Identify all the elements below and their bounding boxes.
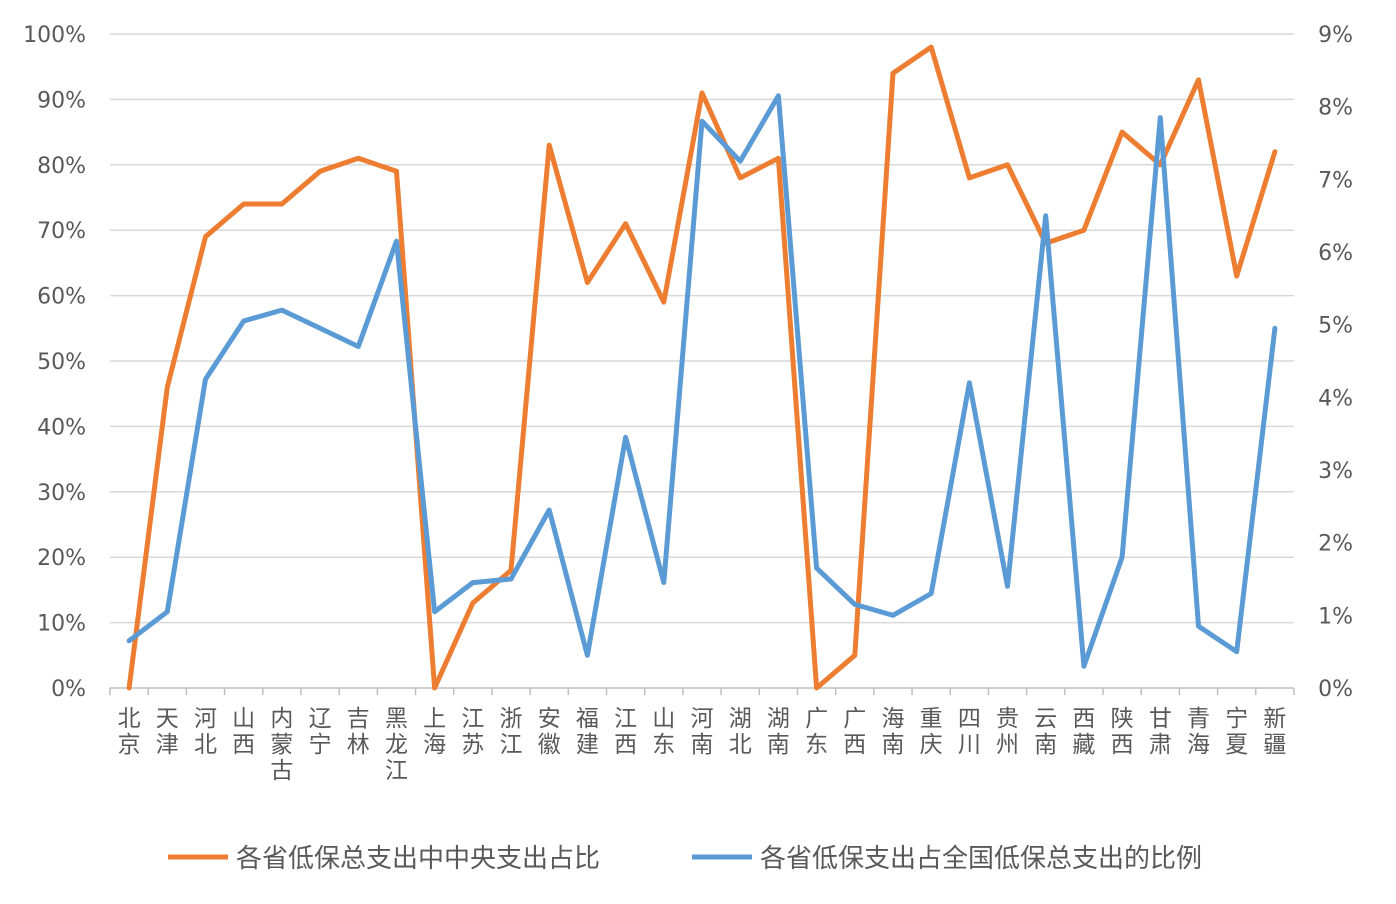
x-tick-label: 湖北 (729, 706, 752, 758)
left-tick-label: 0% (51, 677, 86, 702)
right-y-axis: 0% 1% 2% 3% 4% 5% 6% 7% 8% 9% (1318, 23, 1353, 702)
x-tick-label: 北京 (118, 706, 141, 758)
right-tick-label: 9% (1318, 23, 1353, 48)
right-tick-label: 0% (1318, 677, 1353, 702)
x-tick-label: 吉林 (347, 706, 370, 758)
x-tick-label: 贵州 (996, 706, 1019, 758)
right-tick-label: 4% (1318, 386, 1353, 411)
x-tick-label: 江苏 (461, 706, 484, 758)
right-tick-label: 6% (1318, 241, 1353, 266)
x-tick-label: 甘肃 (1149, 706, 1172, 758)
right-tick-label: 2% (1318, 532, 1353, 557)
left-tick-label: 90% (37, 88, 86, 113)
x-tick-label: 海南 (881, 706, 904, 758)
x-tick-label: 安徽 (538, 706, 561, 758)
x-tick-label: 山西 (232, 706, 255, 758)
left-tick-label: 100% (23, 23, 86, 48)
left-tick-label: 30% (37, 481, 86, 506)
x-tick-label: 新疆 (1263, 706, 1286, 758)
x-tick-label: 重庆 (920, 706, 943, 758)
series-lines (129, 47, 1275, 688)
right-tick-label: 7% (1318, 168, 1353, 193)
x-tick-label: 浙江 (500, 706, 523, 758)
left-tick-label: 60% (37, 285, 86, 310)
left-tick-label: 80% (37, 154, 86, 179)
x-tick-label: 青海 (1187, 706, 1210, 758)
left-tick-label: 20% (37, 546, 86, 571)
x-tick-label: 江西 (614, 706, 637, 758)
left-tick-label: 40% (37, 415, 86, 440)
x-tick-label: 西藏 (1072, 706, 1095, 758)
x-tick-label: 四川 (958, 706, 981, 758)
x-tick-label: 河南 (691, 706, 714, 758)
legend-label-series-2: 各省低保支出占全国低保总支出的比例 (760, 844, 1202, 874)
legend-label-series-1: 各省低保总支出中中央支出占比 (236, 844, 600, 874)
x-tick-label: 陕西 (1111, 706, 1134, 758)
x-tick-label: 山东 (652, 706, 675, 758)
x-tick-label: 辽宁 (309, 706, 332, 758)
x-tick-label: 内蒙古 (270, 706, 293, 784)
x-tick-label: 黑龙江 (385, 706, 408, 784)
x-tick-label: 湖南 (767, 706, 790, 758)
legend: 各省低保总支出中中央支出占比 各省低保支出占全国低保总支出的比例 (168, 844, 1202, 874)
x-tick-label: 云南 (1034, 706, 1057, 758)
x-tick-label: 天津 (156, 706, 179, 758)
right-tick-label: 3% (1318, 459, 1353, 484)
right-tick-label: 8% (1318, 96, 1353, 121)
left-tick-label: 10% (37, 612, 86, 637)
x-tick-label: 广西 (843, 706, 866, 758)
left-tick-label: 50% (37, 350, 86, 375)
x-tick-label: 福建 (576, 706, 599, 758)
x-tick-label: 广东 (805, 706, 828, 758)
right-tick-label: 5% (1318, 314, 1353, 339)
left-tick-label: 70% (37, 219, 86, 244)
x-tick-label: 河北 (194, 706, 217, 758)
x-tick-label: 宁夏 (1225, 706, 1248, 758)
x-tick-label: 上海 (423, 706, 446, 758)
left-y-axis: 0% 10% 20% 30% 40% 50% 60% 70% 80% 90% 100% (23, 23, 86, 702)
right-tick-label: 1% (1318, 604, 1353, 629)
x-axis: 北京天津河北山西内蒙古辽宁吉林黑龙江上海江苏浙江安徽福建江西山东河南湖北湖南广东… (110, 688, 1294, 784)
